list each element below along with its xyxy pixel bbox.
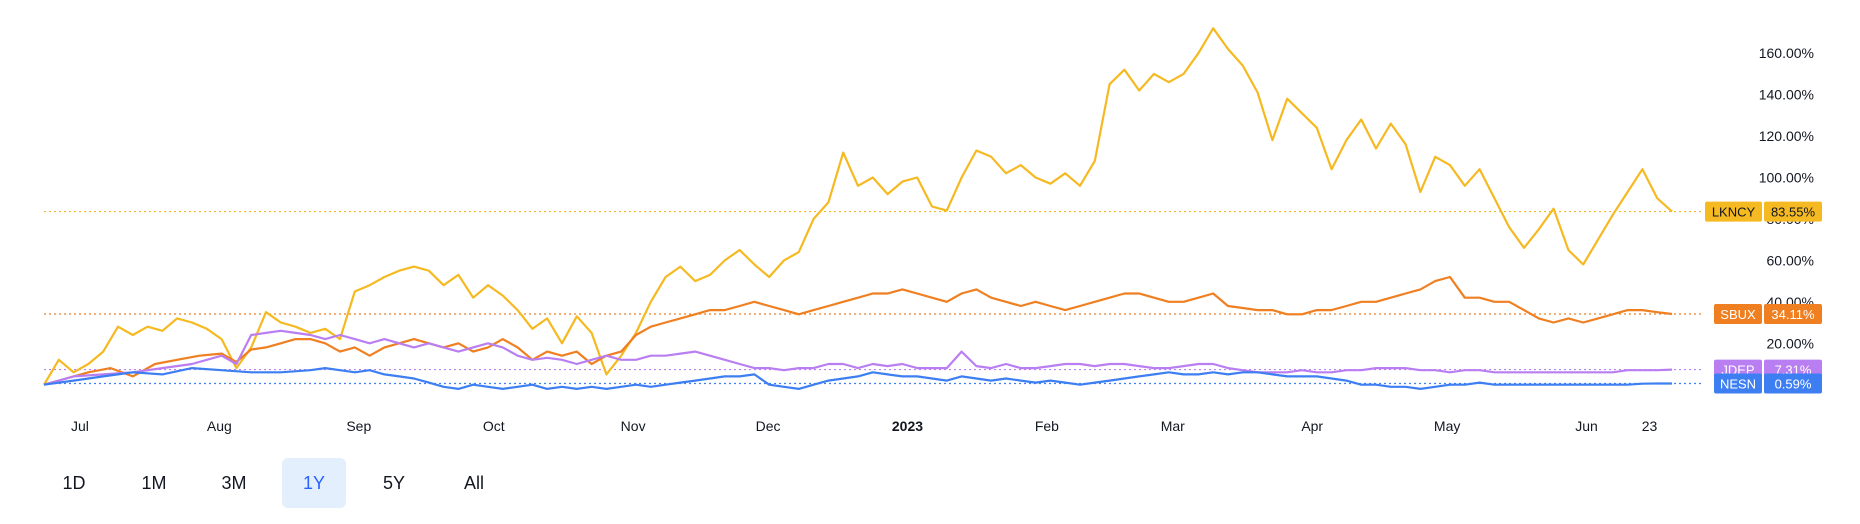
badge-name-bg: [1714, 373, 1762, 394]
series-layer: [43, 27, 1673, 390]
range-button-all[interactable]: All: [442, 458, 506, 508]
badge-name-bg: [1714, 304, 1762, 325]
badge-value-bg: [1764, 304, 1822, 325]
x-tick-label: Oct: [483, 418, 505, 434]
badge-value-bg: [1764, 373, 1822, 394]
range-button-5y[interactable]: 5Y: [362, 458, 426, 508]
badge-nesn: NESN 0.59%: [1714, 373, 1822, 394]
y-tick-label: 140.00%: [1759, 87, 1814, 103]
x-tick-label: Feb: [1035, 418, 1059, 434]
y-tick-label: 60.00%: [1767, 252, 1814, 268]
range-button-3m[interactable]: 3M: [202, 458, 266, 508]
badge-name-label: SBUX: [1720, 307, 1756, 322]
y-tick-label: 100.00%: [1759, 169, 1814, 185]
x-tick-label: 23: [1642, 418, 1658, 434]
x-tick-label: Aug: [207, 418, 232, 434]
x-tick-label: May: [1434, 418, 1460, 434]
series-line-lkncy: [43, 27, 1673, 386]
comparison-chart[interactable]: 20.00%40.00%60.00%80.00%100.00%120.00%14…: [0, 0, 1860, 445]
badge-name-label: LKNCY: [1712, 205, 1756, 220]
badge-sbux: SBUX 34.11%: [1714, 304, 1822, 325]
range-button-1d[interactable]: 1D: [42, 458, 106, 508]
x-axis: Jul Aug Sep Oct Nov Dec 2023 Feb Mar Apr May Jun 23: [71, 418, 1657, 434]
badge-value-bg: [1764, 201, 1822, 222]
range-button-1y[interactable]: 1Y: [282, 458, 346, 508]
x-tick-label: Nov: [621, 418, 646, 434]
chart-svg[interactable]: 20.00%40.00%60.00%80.00%100.00%120.00%14…: [0, 0, 1860, 445]
x-tick-label: Apr: [1301, 418, 1323, 434]
badge-value-label: 0.59%: [1775, 376, 1812, 391]
badge-name-bg: [1705, 201, 1762, 222]
badge-value-label: 83.55%: [1771, 205, 1816, 220]
x-tick-label: Sep: [346, 418, 371, 434]
x-tick-label: Jun: [1575, 418, 1598, 434]
range-button-1m[interactable]: 1M: [122, 458, 186, 508]
badge-lkncy: LKNCY 83.55%: [1705, 201, 1822, 222]
series-line-jdep: [43, 329, 1673, 386]
badge-name-label: NESN: [1720, 376, 1756, 391]
last-value-badges: LKNCY 83.55%SBUX 34.11%JDEP 7.31%NESN 0.59%: [1705, 201, 1822, 394]
y-tick-label: 160.00%: [1759, 45, 1814, 61]
y-tick-label: 20.00%: [1767, 335, 1814, 351]
x-tick-label: Mar: [1161, 418, 1185, 434]
badge-value-label: 34.11%: [1771, 307, 1815, 322]
x-tick-label: Jul: [71, 418, 89, 434]
y-tick-label: 120.00%: [1759, 128, 1814, 144]
last-value-lines: [44, 210, 1702, 385]
series-line-nesn: [43, 367, 1672, 390]
x-tick-label: Dec: [756, 418, 781, 434]
series-line-sbux: [43, 275, 1673, 386]
time-range-selector: 1D 1M 3M 1Y 5Y All: [42, 458, 522, 510]
x-tick-label: 2023: [892, 418, 923, 434]
